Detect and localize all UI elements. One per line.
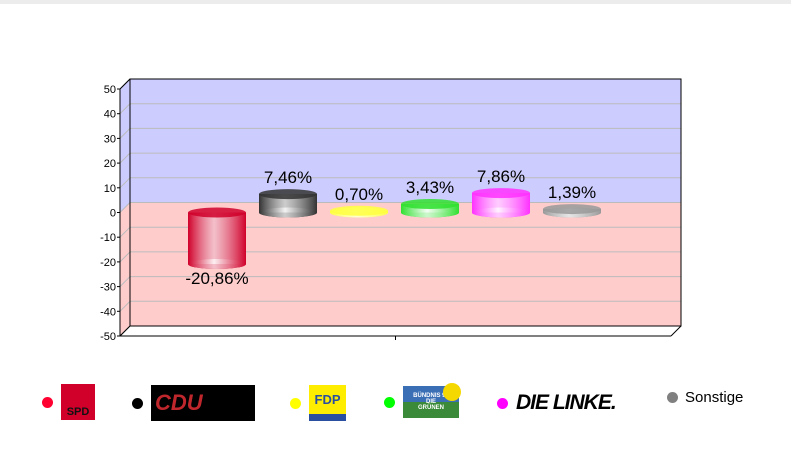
side-gridline	[119, 103, 131, 115]
bar-top	[259, 189, 317, 200]
legend-fdp: FDP	[290, 385, 346, 421]
y-tick-label: 40	[104, 109, 116, 121]
side-wall-negative	[120, 202, 130, 336]
legend-sonstige: Sonstige	[667, 389, 743, 406]
side-gridline	[119, 152, 131, 164]
bar-bottom-shade	[472, 207, 530, 218]
side-gridline	[119, 251, 131, 263]
linke-logo-text: DIE LINKE.	[516, 391, 617, 414]
legend-dot	[384, 396, 395, 408]
legend-spd: SPD	[42, 384, 95, 420]
bar-body	[472, 193, 530, 213]
fdp-logo-text: FDP	[314, 392, 341, 407]
legend-label: Sonstige	[685, 389, 744, 406]
bar-bottom-shade	[188, 259, 246, 270]
legend-cdu: CDU	[132, 385, 255, 421]
legend-dot	[132, 397, 143, 409]
bar-body	[259, 194, 317, 213]
cdu-logo-text: CDU	[155, 390, 203, 415]
spd-logo: SPD	[61, 384, 95, 420]
y-tick-label: -30	[100, 282, 116, 294]
legend-gruene: BÜNDNIS 90 DIE GRÜNEN	[384, 383, 461, 418]
legend-linke: DIE LINKE.	[497, 390, 617, 416]
y-tick-label: -40	[100, 306, 116, 318]
bar-top	[401, 199, 459, 210]
side-gridline	[119, 177, 131, 189]
bar-body	[188, 212, 246, 265]
axis-edge	[119, 78, 131, 90]
data-label: 0,70%	[335, 185, 383, 204]
legend-dot	[497, 397, 508, 409]
bar-top	[330, 205, 388, 216]
legend-dot	[42, 396, 53, 408]
linke-logo: DIE LINKE.	[516, 390, 617, 416]
y-tick-label: -20	[100, 257, 116, 269]
side-gridline	[119, 202, 131, 213]
top-border	[0, 0, 791, 4]
side-gridline	[119, 276, 131, 287]
data-label: 7,46%	[264, 168, 312, 187]
legend-dot	[290, 397, 301, 409]
back-wall-frame	[129, 78, 682, 327]
gruene-logo-text: BÜNDNIS 90 DIE GRÜNEN	[413, 393, 449, 411]
y-tick-label: 20	[104, 158, 116, 170]
legend-dot	[667, 392, 678, 403]
data-label: 7,86%	[477, 167, 525, 186]
y-tick-label: 0	[110, 208, 116, 220]
data-label: 3,43%	[406, 178, 454, 197]
positive-background	[130, 79, 681, 203]
side-gridline	[119, 128, 131, 139]
bar-top	[472, 188, 530, 199]
bar-top	[188, 207, 246, 218]
y-tick-label: -50	[100, 331, 116, 343]
gruene-logo: BÜNDNIS 90 DIE GRÜNEN	[403, 383, 461, 418]
y-tick-label: 30	[104, 133, 116, 145]
bar-bottom-shade	[401, 207, 459, 218]
data-label: 1,39%	[548, 183, 596, 202]
axis-edge	[670, 325, 682, 337]
y-tick-label: 10	[104, 183, 116, 195]
bar-bottom-shade	[259, 207, 317, 218]
side-gridline	[119, 300, 131, 312]
axis-edge	[119, 325, 131, 337]
bar-chart: 50 40 30 20 10 0 -10 -20 -30 -40 -50 -20,86% 7,46% 0,…	[100, 78, 682, 343]
fdp-logo: FDP	[309, 385, 346, 421]
sunflower-icon	[443, 383, 461, 401]
spd-logo-text: SPD	[66, 406, 90, 418]
y-tick-label: 50	[104, 84, 116, 96]
y-tick-label: -10	[100, 232, 116, 244]
side-wall-positive	[120, 79, 130, 213]
side-gridline	[119, 226, 131, 238]
bar-top	[543, 204, 601, 215]
data-label: -20,86%	[185, 269, 248, 288]
cdu-logo: CDU	[151, 385, 255, 421]
